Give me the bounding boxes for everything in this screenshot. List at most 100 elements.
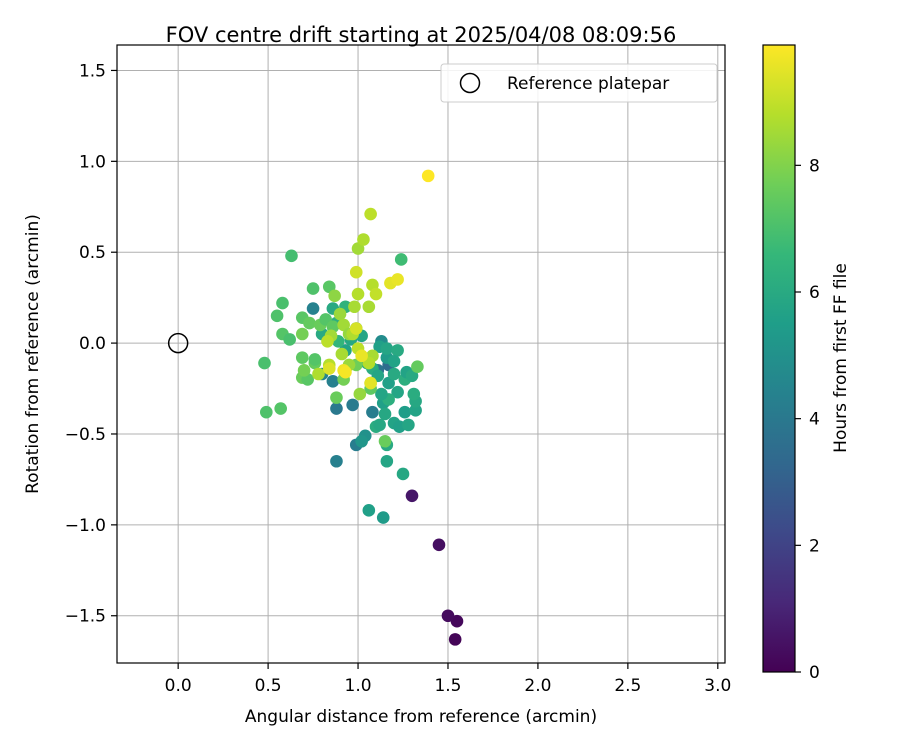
y-tick-label: 1.0 — [79, 152, 106, 172]
scatter-point — [326, 374, 340, 388]
scatter-point — [258, 356, 271, 370]
colorbar-label: Hours from first FF file — [831, 263, 851, 453]
scatter-point — [333, 307, 347, 321]
scatter-point — [351, 242, 365, 255]
scatter-point — [441, 609, 455, 623]
scatter-point — [297, 364, 311, 377]
scatter-point — [348, 300, 361, 314]
scatter-point — [405, 369, 419, 383]
plot-frame — [116, 44, 726, 664]
grid — [117, 45, 725, 663]
scatter-point — [339, 365, 352, 379]
scatter-point — [328, 289, 341, 303]
colorbar-tick-label: 8 — [809, 156, 820, 176]
scatter-point — [382, 376, 395, 390]
scatter-point — [335, 347, 349, 361]
x-tick-label: 0.5 — [255, 676, 282, 696]
scatter-point — [276, 296, 289, 310]
scatter-point — [353, 387, 367, 401]
scatter-point — [366, 405, 379, 419]
scatter-point — [405, 489, 419, 503]
scatter-point — [391, 385, 404, 399]
scatter-point — [391, 344, 404, 357]
scatter-point — [394, 253, 408, 266]
chart-title: FOV centre drift starting at 2025/04/08 … — [166, 23, 677, 47]
scatter-point — [312, 367, 325, 381]
y-tick-label: −1.0 — [65, 516, 106, 536]
y-tick-label: −1.5 — [65, 607, 106, 627]
scatter-point — [322, 280, 336, 294]
scatter-point — [387, 354, 401, 368]
scatter-point — [364, 207, 377, 221]
scatter-point — [306, 282, 320, 295]
x-tick-label: 1.5 — [434, 676, 461, 696]
scatter-point — [373, 418, 386, 432]
scatter-point — [270, 309, 284, 323]
scatter-point — [396, 467, 410, 481]
y-tick-label: −0.5 — [65, 425, 106, 445]
scatter-point — [330, 402, 343, 415]
colorbar: 0 2 4 6 8 Hours from first FF file — [762, 44, 851, 683]
scatter-point — [387, 367, 401, 381]
scatter-point — [321, 334, 334, 348]
x-tick-label: 0.0 — [165, 676, 192, 696]
scatter-point — [355, 349, 368, 363]
scatter-point — [274, 402, 287, 415]
scatter-point — [355, 434, 368, 448]
x-axis-ticks: 0.0 0.5 1.0 1.5 2.0 2.5 3.0 — [165, 663, 731, 696]
scatter-point — [285, 249, 298, 263]
scatter-point — [362, 300, 376, 314]
scatter-point — [260, 405, 273, 419]
legend: Reference platepar — [440, 63, 718, 103]
legend-box — [440, 63, 718, 103]
legend-reference-marker — [459, 72, 481, 94]
y-tick-label: 0.5 — [79, 243, 106, 263]
scatter-point — [380, 342, 394, 355]
scatter-point — [380, 454, 394, 468]
scatter-point — [330, 454, 343, 468]
scatter-point — [448, 633, 462, 646]
scatter-point — [378, 434, 392, 448]
colorbar-bar — [762, 44, 796, 673]
scatter-point — [364, 376, 377, 390]
scatter-points — [258, 169, 464, 646]
scatter-point — [346, 398, 359, 412]
scatter-point — [409, 404, 422, 417]
scatter-point — [351, 287, 365, 301]
y-axis-label: Rotation from reference (arcmin) — [23, 214, 43, 494]
y-tick-label: 0.0 — [79, 334, 106, 354]
colorbar-tick-label: 0 — [809, 663, 820, 683]
scatter-point — [432, 538, 446, 552]
scatter-point — [306, 302, 320, 315]
scatter-point — [398, 405, 412, 419]
x-tick-label: 2.5 — [614, 676, 641, 696]
scatter-point — [330, 391, 343, 404]
colorbar-tick-label: 6 — [809, 283, 820, 303]
scatter-point — [407, 387, 421, 401]
colorbar-tick-label: 4 — [809, 410, 820, 430]
scatter-point — [369, 287, 383, 301]
scatter-point — [283, 333, 296, 346]
scatter-point — [295, 327, 309, 341]
y-tick-label: 1.5 — [79, 61, 106, 81]
y-axis-ticks: −1.5 −1.0 −0.5 0.0 0.5 1.0 1.5 — [65, 61, 117, 627]
x-tick-label: 1.0 — [345, 676, 372, 696]
scatter-point — [376, 511, 390, 524]
scatter-point — [421, 169, 435, 183]
scatter-point — [337, 318, 350, 332]
x-axis-label: Angular distance from reference (arcmin) — [245, 707, 597, 727]
scatter-point — [357, 233, 370, 246]
scatter-point — [322, 362, 336, 375]
scatter-point — [303, 316, 316, 330]
colorbar-ticks: 0 2 4 6 8 — [795, 156, 820, 683]
x-tick-label: 3.0 — [704, 676, 731, 696]
scatter-point — [295, 351, 309, 364]
scatter-point — [362, 504, 376, 517]
scatter-point — [402, 418, 415, 432]
scatter-point — [411, 360, 424, 374]
legend-entry-reference-platepar: Reference platepar — [507, 74, 669, 94]
scatter-point — [349, 322, 363, 335]
scatter-point — [378, 407, 392, 421]
colorbar-tick-label: 2 — [809, 536, 820, 556]
